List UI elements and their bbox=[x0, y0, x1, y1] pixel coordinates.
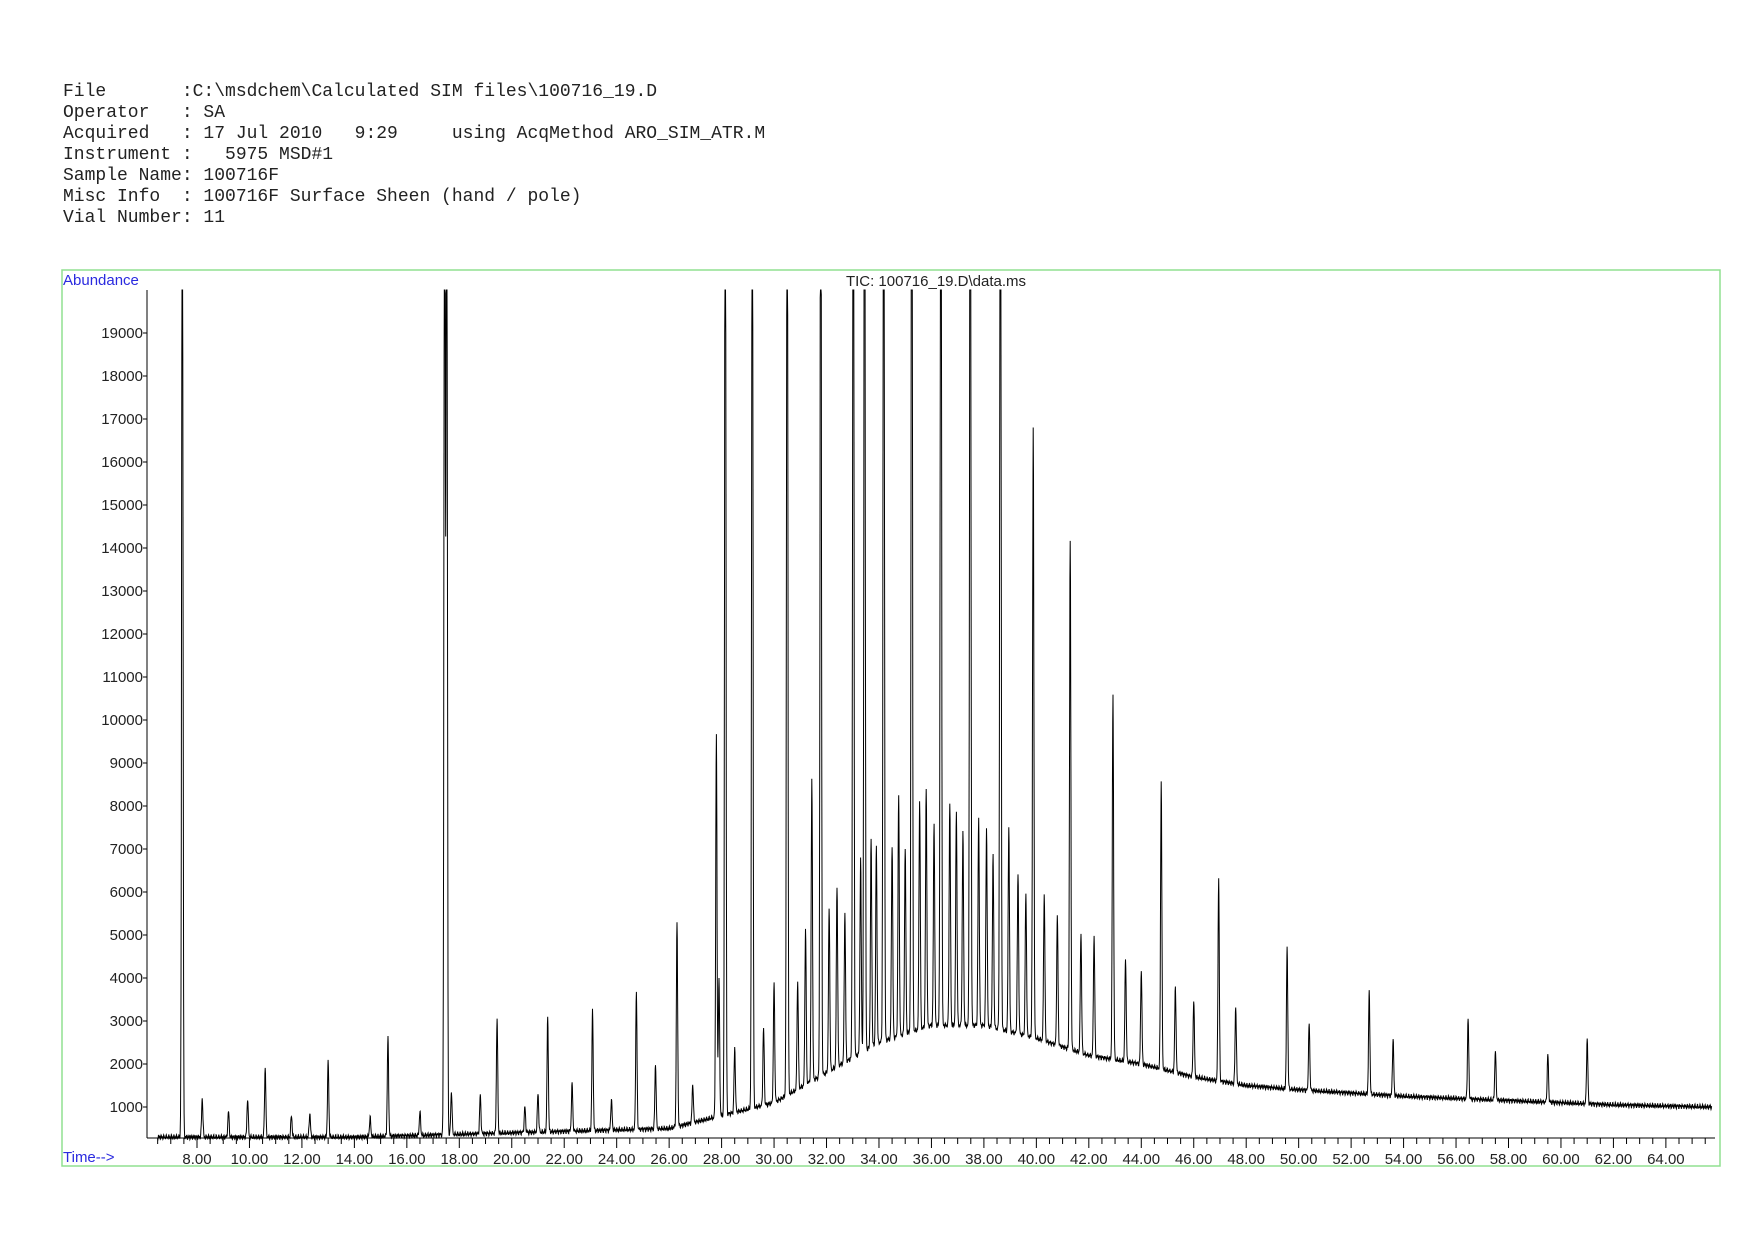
chart-frame bbox=[61, 269, 1721, 1167]
x-tick-label: 38.00 bbox=[965, 1151, 1003, 1168]
x-tick-label: 30.00 bbox=[755, 1151, 793, 1168]
file-line: File :C:\msdchem\Calculated SIM files\10… bbox=[63, 82, 658, 102]
x-tick-label: 60.00 bbox=[1542, 1151, 1580, 1168]
misc-info-line: Misc Info : 100716F Surface Sheen (hand … bbox=[63, 187, 582, 207]
y-tick-label: 11000 bbox=[102, 669, 143, 686]
x-axis-label: Time--> bbox=[63, 1149, 115, 1166]
x-tick-label: 26.00 bbox=[650, 1151, 688, 1168]
x-tick-label: 50.00 bbox=[1280, 1151, 1318, 1168]
y-tick-label: 9000 bbox=[110, 755, 143, 772]
x-tick-label: 46.00 bbox=[1175, 1151, 1213, 1168]
x-tick-label: 20.00 bbox=[493, 1151, 531, 1168]
chart-title: TIC: 100716_19.D\data.ms bbox=[846, 273, 1026, 290]
y-tick-label: 1000 bbox=[110, 1099, 143, 1116]
y-tick-label: 8000 bbox=[110, 798, 143, 815]
y-tick-label: 6000 bbox=[110, 884, 143, 901]
x-tick-label: 44.00 bbox=[1123, 1151, 1161, 1168]
x-tick-label: 14.00 bbox=[336, 1151, 374, 1168]
y-tick-label: 5000 bbox=[110, 927, 143, 944]
y-tick-label: 2000 bbox=[110, 1056, 143, 1073]
y-tick-label: 17000 bbox=[101, 411, 143, 428]
file-info-header: File :C:\msdchem\Calculated SIM files\10… bbox=[63, 82, 765, 229]
x-tick-label: 10.00 bbox=[231, 1151, 269, 1168]
x-tick-label: 64.00 bbox=[1647, 1151, 1685, 1168]
y-tick-label: 14000 bbox=[101, 540, 143, 557]
y-tick-label: 15000 bbox=[101, 497, 143, 514]
x-tick-label: 62.00 bbox=[1595, 1151, 1633, 1168]
vial-number-line: Vial Number: 11 bbox=[63, 208, 226, 228]
x-tick-label: 34.00 bbox=[860, 1151, 898, 1168]
x-tick-label: 42.00 bbox=[1070, 1151, 1108, 1168]
x-tick-label: 8.00 bbox=[182, 1151, 211, 1168]
x-tick-label: 18.00 bbox=[441, 1151, 479, 1168]
operator-line: Operator : SA bbox=[63, 103, 226, 123]
x-tick-label: 22.00 bbox=[545, 1151, 583, 1168]
y-tick-label: 16000 bbox=[101, 454, 143, 471]
y-tick-label: 12000 bbox=[101, 626, 143, 643]
y-tick-label: 13000 bbox=[101, 583, 143, 600]
y-tick-label: 4000 bbox=[110, 970, 143, 987]
x-tick-label: 32.00 bbox=[808, 1151, 846, 1168]
y-tick-label: 19000 bbox=[101, 325, 143, 342]
x-tick-label: 12.00 bbox=[283, 1151, 321, 1168]
x-tick-label: 16.00 bbox=[388, 1151, 426, 1168]
y-tick-label: 3000 bbox=[110, 1013, 143, 1030]
x-tick-label: 28.00 bbox=[703, 1151, 741, 1168]
y-tick-label: 10000 bbox=[101, 712, 143, 729]
x-tick-label: 52.00 bbox=[1332, 1151, 1370, 1168]
y-tick-label: 7000 bbox=[110, 841, 143, 858]
x-tick-label: 40.00 bbox=[1018, 1151, 1056, 1168]
y-axis-label: Abundance bbox=[63, 272, 139, 289]
x-tick-label: 36.00 bbox=[913, 1151, 951, 1168]
x-tick-label: 54.00 bbox=[1385, 1151, 1423, 1168]
x-tick-label: 48.00 bbox=[1227, 1151, 1265, 1168]
tic-trace bbox=[157, 289, 1713, 1142]
x-tick-label: 24.00 bbox=[598, 1151, 636, 1168]
sample-name-line: Sample Name: 100716F bbox=[63, 166, 280, 186]
x-tick-label: 56.00 bbox=[1437, 1151, 1475, 1168]
x-tick-label: 58.00 bbox=[1490, 1151, 1528, 1168]
acquired-line: Acquired : 17 Jul 2010 9:29 using AcqMet… bbox=[63, 124, 766, 144]
instrument-line: Instrument : 5975 MSD#1 bbox=[63, 145, 334, 165]
y-tick-label: 18000 bbox=[101, 368, 143, 385]
